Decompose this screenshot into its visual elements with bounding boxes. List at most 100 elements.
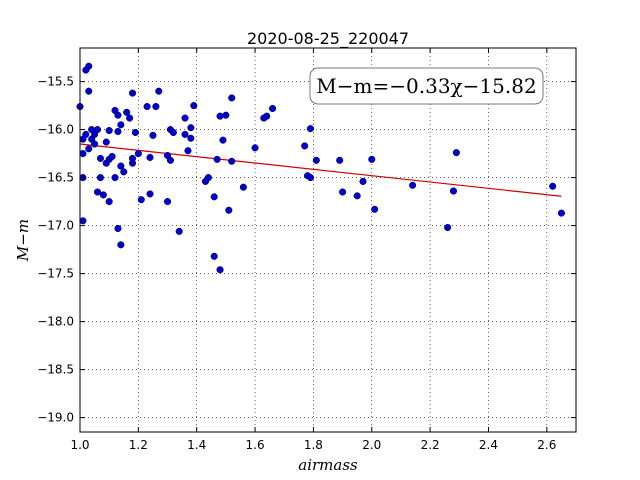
data-point (239, 183, 247, 191)
data-point (204, 174, 212, 182)
data-point (96, 154, 104, 162)
data-point (79, 217, 87, 225)
y-tick-label: −17.0 (37, 219, 74, 233)
data-point (99, 191, 107, 199)
data-point (210, 193, 218, 201)
data-point (85, 145, 93, 153)
fit-equation-box: M−m=−0.33χ−15.82 (309, 67, 544, 105)
fit-equation-frame (309, 67, 544, 105)
data-point (123, 108, 131, 116)
data-point (155, 87, 163, 95)
data-point (114, 127, 122, 136)
x-tick-label: 2.6 (537, 438, 556, 452)
data-point (359, 177, 367, 185)
data-point (85, 87, 93, 95)
data-point (79, 150, 87, 158)
y-tick-label: −18.5 (37, 363, 74, 377)
data-point (181, 114, 189, 122)
x-tick-label: 1.8 (304, 438, 323, 452)
data-point (181, 130, 189, 138)
data-point (82, 130, 90, 138)
data-point (216, 266, 224, 274)
data-point (190, 102, 198, 110)
data-point (85, 62, 93, 70)
fit-equation: M−m=−0.33χ−15.82 (316, 74, 536, 98)
data-point (444, 223, 452, 232)
data-point (210, 252, 218, 260)
x-tick-label: 1.6 (246, 438, 265, 452)
x-tick-label: 2.0 (362, 438, 381, 452)
data-point (126, 114, 134, 122)
data-point (269, 104, 277, 113)
data-point (251, 144, 259, 152)
data-point (108, 152, 116, 161)
y-tick-label: −19.0 (37, 411, 74, 425)
data-point (120, 168, 128, 176)
data-point (146, 153, 154, 161)
axis-ticks (79, 48, 576, 432)
data-point (117, 162, 125, 170)
data-point (225, 206, 233, 214)
data-point (93, 188, 102, 196)
data-point (449, 187, 458, 195)
data-point (93, 126, 102, 134)
x-tick-label: 2.4 (479, 438, 498, 452)
data-point (149, 131, 157, 139)
data-point (213, 155, 221, 163)
data-point (371, 205, 379, 213)
grid-lines (79, 48, 576, 432)
data-point (306, 174, 315, 182)
data-point (368, 155, 376, 163)
x-axis-label: airmass (298, 456, 358, 474)
y-tick-label: −16.0 (37, 123, 74, 137)
data-point (187, 134, 195, 142)
plot-area (80, 48, 576, 432)
data-point (166, 156, 174, 164)
y-tick-label: −16.5 (37, 171, 74, 185)
x-tick-label: 1.4 (187, 438, 206, 452)
data-point (91, 140, 99, 148)
data-point (96, 174, 104, 182)
x-tick-labels: 1.0 1.2 1.4 1.6 1.8 2.0 2.2 2.4 2.6 (70, 438, 556, 452)
data-point (128, 159, 137, 167)
data-points (76, 62, 565, 274)
y-tick-label: −17.5 (37, 267, 74, 281)
data-point (105, 127, 113, 135)
data-point (143, 103, 151, 111)
data-point (353, 192, 361, 200)
data-point (146, 190, 154, 198)
data-point (152, 103, 160, 111)
x-tick-label: 1.2 (129, 438, 148, 452)
data-point (306, 125, 315, 133)
data-point (228, 157, 236, 165)
y-tick-labels: −15.5 −16.0 −16.5 −17.0 −17.5 −18.0 −18.5 −19.0 (37, 75, 74, 425)
plot-frame (79, 47, 577, 433)
data-point (336, 156, 344, 164)
data-point (175, 227, 183, 235)
data-point (184, 147, 192, 155)
data-point (105, 198, 113, 206)
data-point (117, 121, 125, 129)
data-point (134, 150, 142, 158)
data-point (339, 188, 347, 196)
data-point (312, 156, 320, 164)
data-point (102, 138, 110, 146)
data-point (114, 224, 122, 233)
data-point (549, 182, 557, 190)
data-point (452, 149, 460, 157)
data-point (222, 111, 230, 119)
data-point (219, 136, 227, 144)
fit-line (79, 143, 562, 197)
x-tick-label: 1.0 (70, 438, 89, 452)
data-point (187, 124, 195, 132)
y-tick-label: −18.0 (37, 315, 74, 329)
data-point (169, 128, 177, 137)
data-point (163, 198, 172, 206)
data-point (114, 111, 122, 119)
data-point (409, 181, 417, 189)
data-point (263, 112, 271, 120)
fit-line-group (79, 143, 562, 197)
data-point (216, 112, 224, 120)
y-axis-label: M−m (14, 219, 32, 262)
